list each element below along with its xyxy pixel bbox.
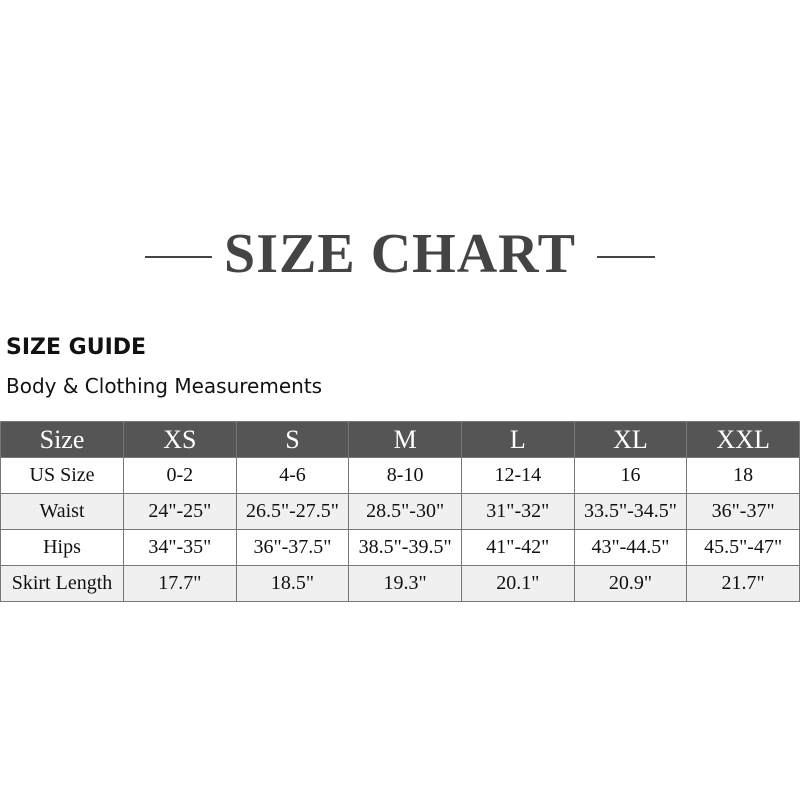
header-cell: L	[460, 421, 575, 458]
table-cell: 33.5"-34.5"	[573, 493, 688, 530]
table-cell: 36"-37"	[686, 493, 800, 530]
table-cell: 24"-25"	[123, 493, 237, 530]
header-cell: XL	[573, 421, 688, 458]
table-cell: 38.5"-39.5"	[348, 529, 462, 566]
title-left-rule	[145, 256, 212, 258]
page-title: SIZE CHART	[224, 223, 576, 285]
table-row: US Size 0-2 4-6 8-10 12-14 16 18	[0, 457, 800, 494]
title-right-rule	[597, 256, 655, 258]
table-cell: 36"-37.5"	[235, 529, 350, 566]
table-row: Hips 34"-35" 36"-37.5" 38.5"-39.5" 41"-42" 43…	[0, 529, 800, 566]
header-row: Size XS S M L XL XXL	[0, 421, 800, 458]
table-cell: 26.5"-27.5"	[235, 493, 350, 530]
row-label: Waist	[0, 493, 124, 530]
table-cell: 18	[686, 457, 800, 494]
header-cell: XXL	[686, 421, 800, 458]
table-cell: 16	[573, 457, 688, 494]
table-cell: 41"-42"	[460, 529, 575, 566]
header-cell: S	[235, 421, 350, 458]
header-cell: XS	[123, 421, 237, 458]
table-cell: 17.7"	[123, 565, 237, 602]
table-cell: 18.5"	[235, 565, 350, 602]
header-cell: M	[348, 421, 462, 458]
table-cell: 19.3"	[348, 565, 462, 602]
table-cell: 28.5"-30"	[348, 493, 462, 530]
table-cell: 20.1"	[460, 565, 575, 602]
guide-subtitle: Body & Clothing Measurements	[6, 374, 323, 398]
table-cell: 45.5"-47"	[686, 529, 800, 566]
header-cell: Size	[0, 421, 124, 458]
table-row: Waist 24"-25" 26.5"-27.5" 28.5"-30" 31"-32" 3…	[0, 493, 800, 530]
size-table: Size XS S M L XL XXL US Size 0-2 4-6 8-10 12-14 16 1…	[0, 421, 800, 602]
row-label: Skirt Length	[0, 565, 124, 602]
table-cell: 4-6	[235, 457, 350, 494]
table-cell: 21.7"	[686, 565, 800, 602]
table-cell: 12-14	[460, 457, 575, 494]
table-row: Skirt Length 17.7" 18.5" 19.3" 20.1" 20.9" 21.…	[0, 565, 800, 602]
row-label: US Size	[0, 457, 124, 494]
table-cell: 20.9"	[573, 565, 688, 602]
table-cell: 31"-32"	[460, 493, 575, 530]
table-cell: 43"-44.5"	[573, 529, 688, 566]
table-cell: 34"-35"	[123, 529, 237, 566]
guide-title: SIZE GUIDE	[6, 335, 147, 360]
row-label: Hips	[0, 529, 124, 566]
table-cell: 0-2	[123, 457, 237, 494]
table-cell: 8-10	[348, 457, 462, 494]
